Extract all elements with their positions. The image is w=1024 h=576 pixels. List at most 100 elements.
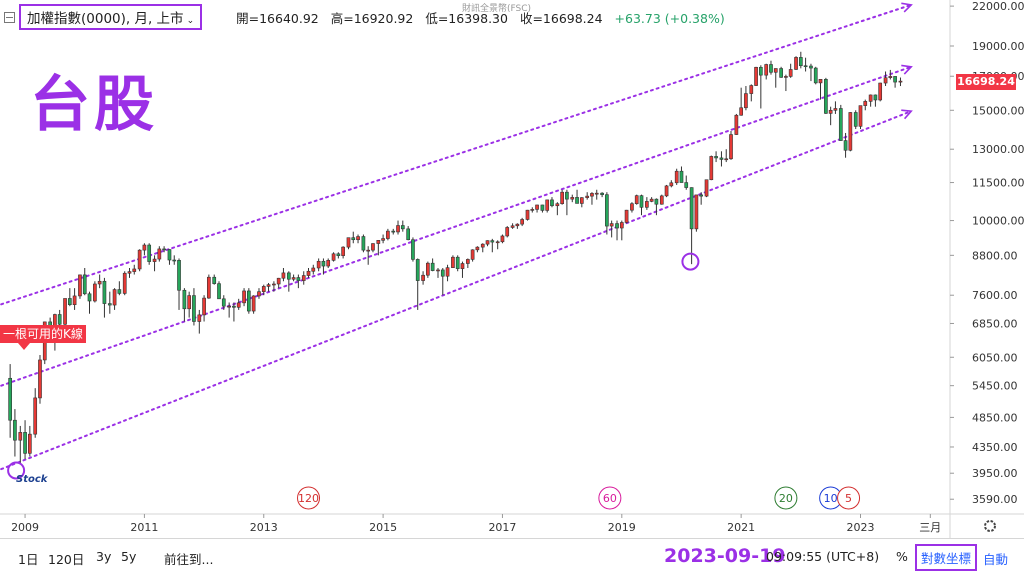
range-120d-button[interactable]: 120日: [48, 552, 85, 567]
symbol-selector[interactable]: 加權指數(0000), 月, 上市 ⌄: [19, 4, 203, 30]
candle-body: [157, 248, 162, 260]
square-minus-icon[interactable]: [4, 11, 15, 23]
candle-body: [769, 64, 773, 73]
candle-body: [824, 78, 828, 114]
candle-body: [600, 192, 604, 195]
candle-body: [505, 227, 510, 237]
candle-body: [87, 293, 92, 302]
candle-body: [873, 94, 878, 101]
candle-body: [266, 284, 271, 287]
symbol-label: 加權指數(0000), 月, 上市: [27, 11, 184, 27]
candle-body: [813, 67, 818, 84]
candle-body: [386, 230, 390, 239]
candle-body: [445, 267, 450, 277]
chevron-down-icon: ⌄: [186, 16, 195, 26]
percent-scale-button[interactable]: %: [896, 549, 908, 564]
candle-body: [316, 260, 321, 269]
candle-body: [102, 280, 107, 304]
candle-body: [451, 256, 455, 268]
candle-body: [107, 303, 112, 306]
candle-body: [272, 283, 276, 286]
candle-body: [485, 240, 490, 245]
candle-body: [779, 68, 783, 78]
candle-body: [664, 185, 669, 197]
candle-body: [863, 101, 868, 106]
auto-scale-button[interactable]: 自動: [983, 552, 1009, 567]
range-5y-button[interactable]: 5y: [121, 549, 137, 564]
ohlc-readout: 開=16640.92 高=16920.92 低=16398.30 收=16698…: [236, 8, 733, 27]
candle-body: [197, 314, 202, 322]
candle-body: [336, 253, 341, 256]
current-time: 09:09:55 (UTC+8): [766, 549, 880, 564]
candle-body: [594, 192, 599, 195]
candle-body: [893, 76, 897, 83]
candle-body: [167, 249, 172, 261]
candle-body: [550, 199, 554, 207]
candle-body: [530, 209, 535, 211]
candle-body: [276, 277, 281, 285]
candle-body: [818, 78, 823, 84]
y-tick-label: 11500.00: [972, 177, 1024, 190]
candle-body: [734, 114, 739, 135]
candle-body: [246, 290, 251, 312]
candle-body: [122, 272, 127, 294]
change-value: +63.73 (+0.38%): [614, 10, 725, 26]
candle-body: [236, 302, 241, 308]
candle-body: [351, 237, 356, 241]
candle-body: [78, 274, 82, 297]
candle-body: [391, 230, 396, 233]
gear-icon[interactable]: [984, 520, 996, 532]
candle-body: [833, 108, 838, 111]
ma-marker-label: 10: [824, 492, 838, 505]
current-date: 2023-09-19: [664, 545, 786, 567]
high-value: 高=16920.92: [330, 10, 414, 26]
candle-body: [23, 432, 27, 454]
candle-body: [72, 295, 77, 305]
candle-body: [291, 277, 296, 280]
annotation-tag[interactable]: 一根可用的K線: [0, 325, 86, 343]
candle-body: [639, 195, 644, 208]
candle-body: [848, 112, 853, 151]
candle-body: [724, 158, 729, 161]
ma-marker-label: 20: [779, 492, 793, 505]
close-value: 收=16698.24: [519, 10, 603, 26]
candle-body: [426, 262, 430, 276]
candle-body: [679, 170, 684, 183]
ma-marker-label: 60: [603, 492, 617, 505]
candle-body: [67, 298, 72, 305]
candle-body: [376, 240, 381, 244]
log-scale-button[interactable]: 對數坐標: [915, 544, 978, 571]
candle-body: [172, 259, 177, 262]
stock-logo: Stock: [16, 474, 47, 485]
candle-body: [590, 193, 594, 197]
candle-body: [356, 236, 360, 241]
arrow-head-icon: [901, 2, 913, 13]
candle-body: [798, 57, 803, 67]
candle-body: [515, 223, 520, 227]
range-1d-button[interactable]: 1日: [18, 552, 39, 567]
candle-body: [182, 289, 187, 310]
range-3y-button[interactable]: 3y: [96, 549, 112, 564]
goto-date-button[interactable]: 前往到...: [164, 552, 214, 567]
candle-body: [773, 68, 778, 73]
ma-marker: [598, 486, 622, 510]
y-tick-label: 10000.00: [972, 215, 1024, 228]
candle-body: [754, 66, 758, 86]
y-tick-label: 22000.00: [972, 0, 1024, 13]
candle-body: [152, 258, 157, 262]
y-tick-label: 6850.00: [972, 317, 1018, 330]
candle-body: [694, 194, 699, 230]
candle-body: [406, 228, 411, 241]
candle-body: [202, 297, 206, 316]
candle-body: [346, 237, 351, 248]
candle-body: [192, 295, 196, 322]
candle-body: [764, 64, 769, 76]
candle-body: [575, 197, 579, 204]
candle-body: [654, 198, 659, 205]
x-tick-label: 2009: [11, 521, 39, 534]
candle-body: [455, 256, 460, 269]
candle-body: [460, 263, 465, 269]
candle-body: [868, 94, 873, 102]
candle-body: [480, 243, 485, 248]
